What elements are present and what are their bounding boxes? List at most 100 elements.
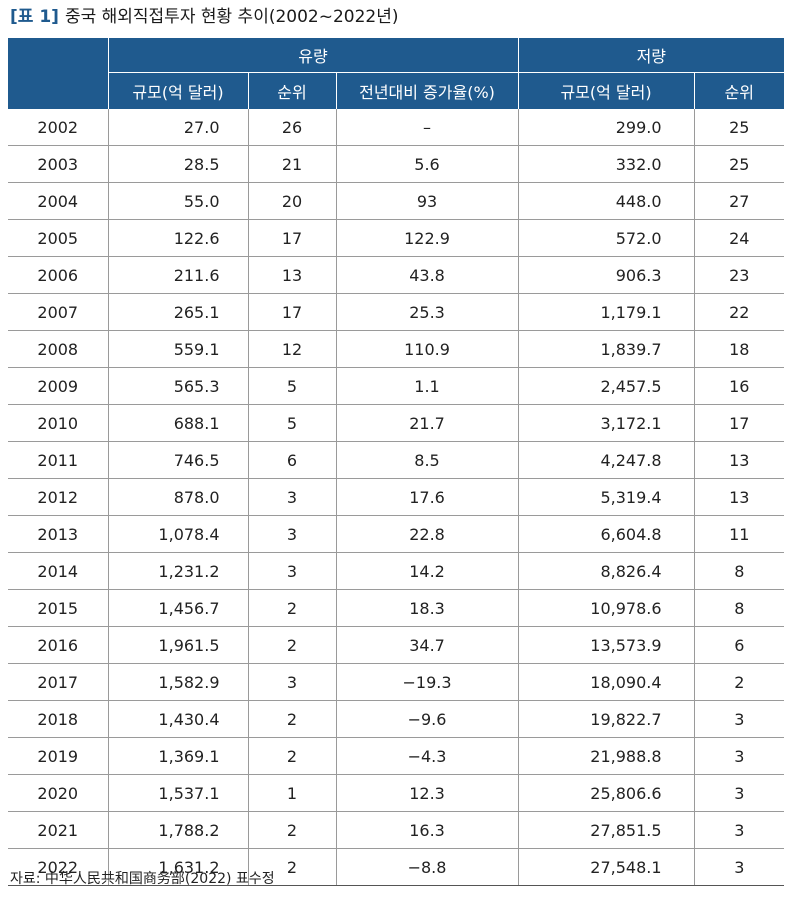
table-row: 2002 27.0 26–299.0 25 xyxy=(8,109,785,146)
year-cell: 2005 xyxy=(8,219,108,257)
stock-size-cell: 5,319.4 xyxy=(517,478,695,516)
table-row: 2011 746.5 6 8.5 4,247.8 13 xyxy=(8,441,785,479)
table-row: 2021 1,788.2 2 16.3 27,851.5 3 xyxy=(8,811,785,849)
flow-size-cell: 559.1 xyxy=(107,330,248,368)
flow-growth-cell: 22.8 xyxy=(335,515,519,553)
flow-growth-cell: 16.3 xyxy=(335,811,519,849)
year-cell: 2021 xyxy=(8,811,108,849)
stock-rank-cell: 3 xyxy=(693,700,785,738)
flow-size-cell: 55.0 xyxy=(107,182,248,220)
flow-size-cell: 1,582.9 xyxy=(107,663,248,701)
table-row: 2004 55.0 20 93 448.0 27 xyxy=(8,182,785,220)
year-cell: 2002 xyxy=(8,109,108,146)
year-cell: 2016 xyxy=(8,626,108,664)
flow-size-cell: 211.6 xyxy=(107,256,248,294)
stock-size-cell: 8,826.4 xyxy=(517,552,695,590)
table-row: 2008 559.1 12 110.9 1,839.7 18 xyxy=(8,330,785,368)
flow-size-cell: 27.0 xyxy=(107,109,248,146)
stock-rank-cell: 13 xyxy=(693,441,785,479)
stock-rank-cell: 16 xyxy=(693,367,785,405)
flow-growth-cell: 122.9 xyxy=(335,219,519,257)
stock-size-cell: 19,822.7 xyxy=(517,700,695,738)
flow-size-cell: 688.1 xyxy=(107,404,248,442)
flow-rank-cell: 20 xyxy=(247,182,336,220)
flow-rank-cell: 6 xyxy=(247,441,336,479)
stock-size-cell: 1,839.7 xyxy=(517,330,695,368)
table-row: 2009 565.3 5 1.1 2,457.5 16 xyxy=(8,367,785,405)
year-header-cell xyxy=(8,38,109,109)
flow-rank-cell: 26 xyxy=(247,109,336,146)
year-cell: 2014 xyxy=(8,552,108,590)
flow-rank-cell: 3 xyxy=(247,552,336,590)
flow-rank-header: 순위 xyxy=(247,72,337,109)
flow-rank-cell: 2 xyxy=(247,811,336,849)
flow-rank-cell: 12 xyxy=(247,330,336,368)
stock-rank-cell: 22 xyxy=(693,293,785,331)
stock-size-cell: 6,604.8 xyxy=(517,515,695,553)
table-row: 2010 688.1 5 21.7 3,172.1 17 xyxy=(8,404,785,442)
fdi-table: 유량 저량 규모(억 달러) 순위 전년대비 증가율(%) 규모(억 달러) 순… xyxy=(8,38,785,886)
stock-size-cell: 3,172.1 xyxy=(517,404,695,442)
flow-rank-cell: 2 xyxy=(247,737,336,775)
flow-growth-cell: −8.8 xyxy=(335,848,519,886)
flow-growth-cell: 14.2 xyxy=(335,552,519,590)
stock-rank-header: 순위 xyxy=(693,72,785,109)
flow-size-cell: 1,537.1 xyxy=(107,774,248,812)
flow-size-cell: 1,231.2 xyxy=(107,552,248,590)
table-row: 2022 1,631.2 2 −8.8 27,548.1 3 xyxy=(8,848,785,886)
stock-rank-cell: 25 xyxy=(693,145,785,183)
table-row: 2012 878.0 3 17.6 5,319.4 13 xyxy=(8,478,785,516)
table-row: 2015 1,456.7 2 18.3 10,978.6 8 xyxy=(8,589,785,627)
year-cell: 2011 xyxy=(8,441,108,479)
stock-rank-cell: 8 xyxy=(693,552,785,590)
year-cell: 2010 xyxy=(8,404,108,442)
flow-growth-cell: 12.3 xyxy=(335,774,519,812)
flow-size-cell: 1,369.1 xyxy=(107,737,248,775)
year-cell: 2022 xyxy=(8,848,108,886)
flow-rank-cell: 2 xyxy=(247,589,336,627)
table-body: 2002 27.0 26–299.0 25 2003 28.5 21 5.6 332.0 25 … xyxy=(8,109,785,886)
flow-growth-cell: 25.3 xyxy=(335,293,519,331)
year-cell: 2020 xyxy=(8,774,108,812)
flow-group-header: 유량 xyxy=(107,38,519,73)
table-row: 2014 1,231.2 3 14.2 8,826.4 8 xyxy=(8,552,785,590)
year-cell: 2007 xyxy=(8,293,108,331)
flow-rank-cell: 5 xyxy=(247,367,336,405)
flow-size-cell: 1,430.4 xyxy=(107,700,248,738)
stock-size-cell: 10,978.6 xyxy=(517,589,695,627)
stock-size-cell: 332.0 xyxy=(517,145,695,183)
year-cell: 2018 xyxy=(8,700,108,738)
flow-size-cell: 122.6 xyxy=(107,219,248,257)
flow-size-cell: 265.1 xyxy=(107,293,248,331)
flow-rank-cell: 2 xyxy=(247,848,336,886)
flow-rank-cell: 5 xyxy=(247,404,336,442)
table-row: 2019 1,369.1 2 −4.3 21,988.8 3 xyxy=(8,737,785,775)
flow-size-cell: 28.5 xyxy=(107,145,248,183)
flow-rank-cell: 3 xyxy=(247,515,336,553)
stock-rank-cell: 3 xyxy=(693,737,785,775)
flow-rank-cell: 3 xyxy=(247,663,336,701)
flow-rank-cell: 17 xyxy=(247,293,336,331)
stock-size-cell: 13,573.9 xyxy=(517,626,695,664)
table-row: 2018 1,430.4 2 −9.6 19,822.7 3 xyxy=(8,700,785,738)
flow-size-cell: 1,456.7 xyxy=(107,589,248,627)
flow-size-cell: 1,788.2 xyxy=(107,811,248,849)
flow-growth-cell: 43.8 xyxy=(335,256,519,294)
year-cell: 2004 xyxy=(8,182,108,220)
flow-growth-cell: 17.6 xyxy=(335,478,519,516)
flow-growth-cell: 21.7 xyxy=(335,404,519,442)
flow-growth-cell: 110.9 xyxy=(335,330,519,368)
flow-growth-cell: −19.3 xyxy=(335,663,519,701)
year-cell: 2008 xyxy=(8,330,108,368)
stock-rank-cell: 8 xyxy=(693,589,785,627)
stock-size-cell: 21,988.8 xyxy=(517,737,695,775)
flow-rank-cell: 2 xyxy=(247,626,336,664)
flow-size-header: 규모(억 달러) xyxy=(107,72,249,109)
table-row: 2003 28.5 21 5.6 332.0 25 xyxy=(8,145,785,183)
flow-rank-cell: 17 xyxy=(247,219,336,257)
table-title: 중국 해외직접투자 현황 추이(2002~2022년) xyxy=(64,7,399,27)
table-row: 2016 1,961.5 2 34.7 13,573.9 6 xyxy=(8,626,785,664)
stock-size-cell: 572.0 xyxy=(517,219,695,257)
table-row: 2005 122.6 17 122.9 572.0 24 xyxy=(8,219,785,257)
flow-rank-cell: 21 xyxy=(247,145,336,183)
